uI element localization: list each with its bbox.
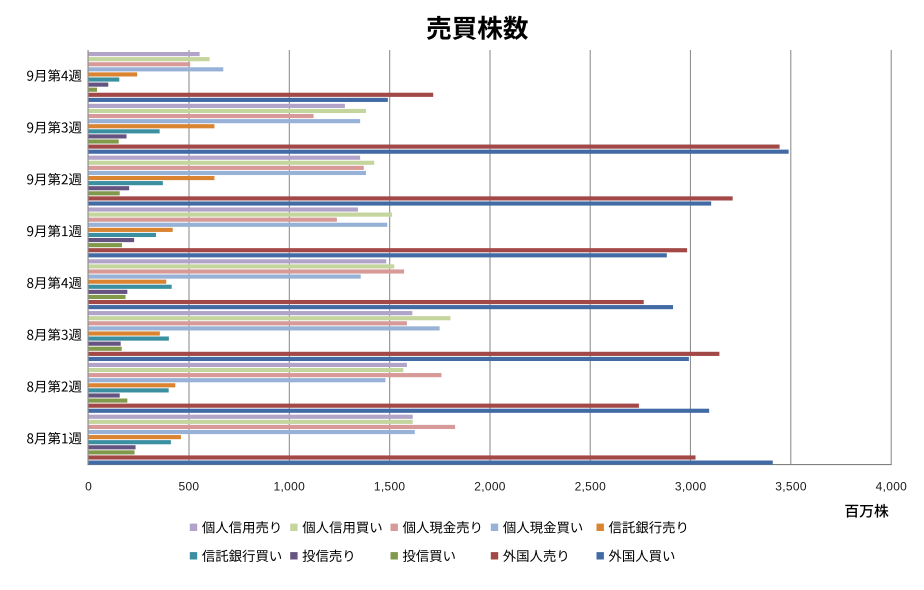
svg-text:1,500: 1,500	[374, 480, 406, 494]
svg-text:2,500: 2,500	[575, 480, 607, 494]
svg-text:3,500: 3,500	[775, 480, 807, 494]
svg-text:500: 500	[178, 480, 199, 494]
svg-text:0: 0	[85, 480, 92, 494]
svg-text:1,000: 1,000	[274, 480, 306, 494]
svg-text:3,000: 3,000	[675, 480, 707, 494]
svg-text:4,000: 4,000	[876, 480, 908, 494]
svg-text:2,000: 2,000	[474, 480, 506, 494]
